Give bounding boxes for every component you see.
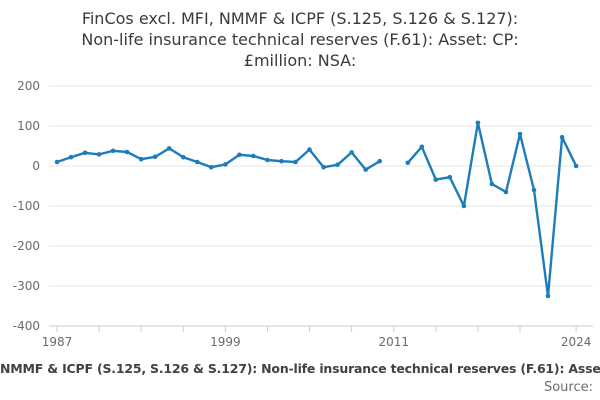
y-tick-label: 100 [17,119,40,133]
chart-title-line-1: FinCos excl. MFI, NMMF & ICPF (S.125, S.… [81,9,519,28]
chart-title-line-3: £million: NSA: [243,51,357,70]
x-tick-label: 2024 [561,335,592,349]
data-point[interactable] [573,163,579,169]
x-tick-label: 1987 [42,335,73,349]
data-point[interactable] [461,203,467,209]
y-tick-label: -300 [13,279,40,293]
chart-title: FinCos excl. MFI, NMMF & ICPF (S.125, S.… [0,8,600,71]
data-point[interactable] [223,162,228,167]
data-point[interactable] [195,159,200,165]
data-point[interactable] [447,174,453,180]
y-tick-label: -400 [13,319,40,333]
x-tick-label: 2011 [378,335,409,349]
data-point[interactable] [209,164,214,170]
data-point[interactable] [419,144,425,150]
y-tick-label: -100 [13,199,40,213]
data-point[interactable] [307,147,312,152]
chart-title-line-2: Non-life insurance technical reserves (F… [81,30,519,49]
data-point[interactable] [531,187,537,193]
data-point[interactable] [363,167,369,172]
y-tick-label: -200 [13,239,40,253]
data-point[interactable] [405,160,411,166]
data-point[interactable] [503,189,509,195]
data-point[interactable] [138,156,144,162]
data-point[interactable] [251,153,256,159]
y-tick-label: 0 [32,159,40,173]
data-point[interactable] [335,162,340,168]
data-point[interactable] [96,152,102,157]
x-tick-label: 1999 [210,335,241,349]
data-point[interactable] [559,134,565,140]
data-point[interactable] [433,177,439,182]
y-tick-label: 200 [17,79,40,93]
data-point[interactable] [321,164,326,170]
data-point[interactable] [68,154,74,160]
data-point[interactable] [237,152,242,158]
data-point[interactable] [489,181,495,187]
data-point[interactable] [82,150,88,156]
data-point[interactable] [377,158,383,164]
data-point[interactable] [110,148,116,154]
data-line-segment [55,147,381,171]
data-point[interactable] [152,154,158,160]
data-point[interactable] [54,159,60,165]
source-label: Source: [543,380,593,395]
data-point[interactable] [349,150,354,155]
data-line-segment [406,121,578,298]
data-point[interactable] [265,157,270,163]
series-footer-text: NMMF & ICPF (S.125, S.126 & S.127): Non-… [0,361,600,376]
chart-area[interactable]: 200 100 0 -100 -200 -300 -400 1987 1999 2011 2024 [0,76,600,356]
data-point[interactable] [293,159,298,165]
data-point[interactable] [181,154,186,160]
data-point[interactable] [279,158,284,164]
data-point[interactable] [166,146,172,151]
data-point[interactable] [517,131,523,137]
data-point[interactable] [545,293,551,299]
data-point[interactable] [124,149,130,155]
data-point[interactable] [475,120,481,126]
